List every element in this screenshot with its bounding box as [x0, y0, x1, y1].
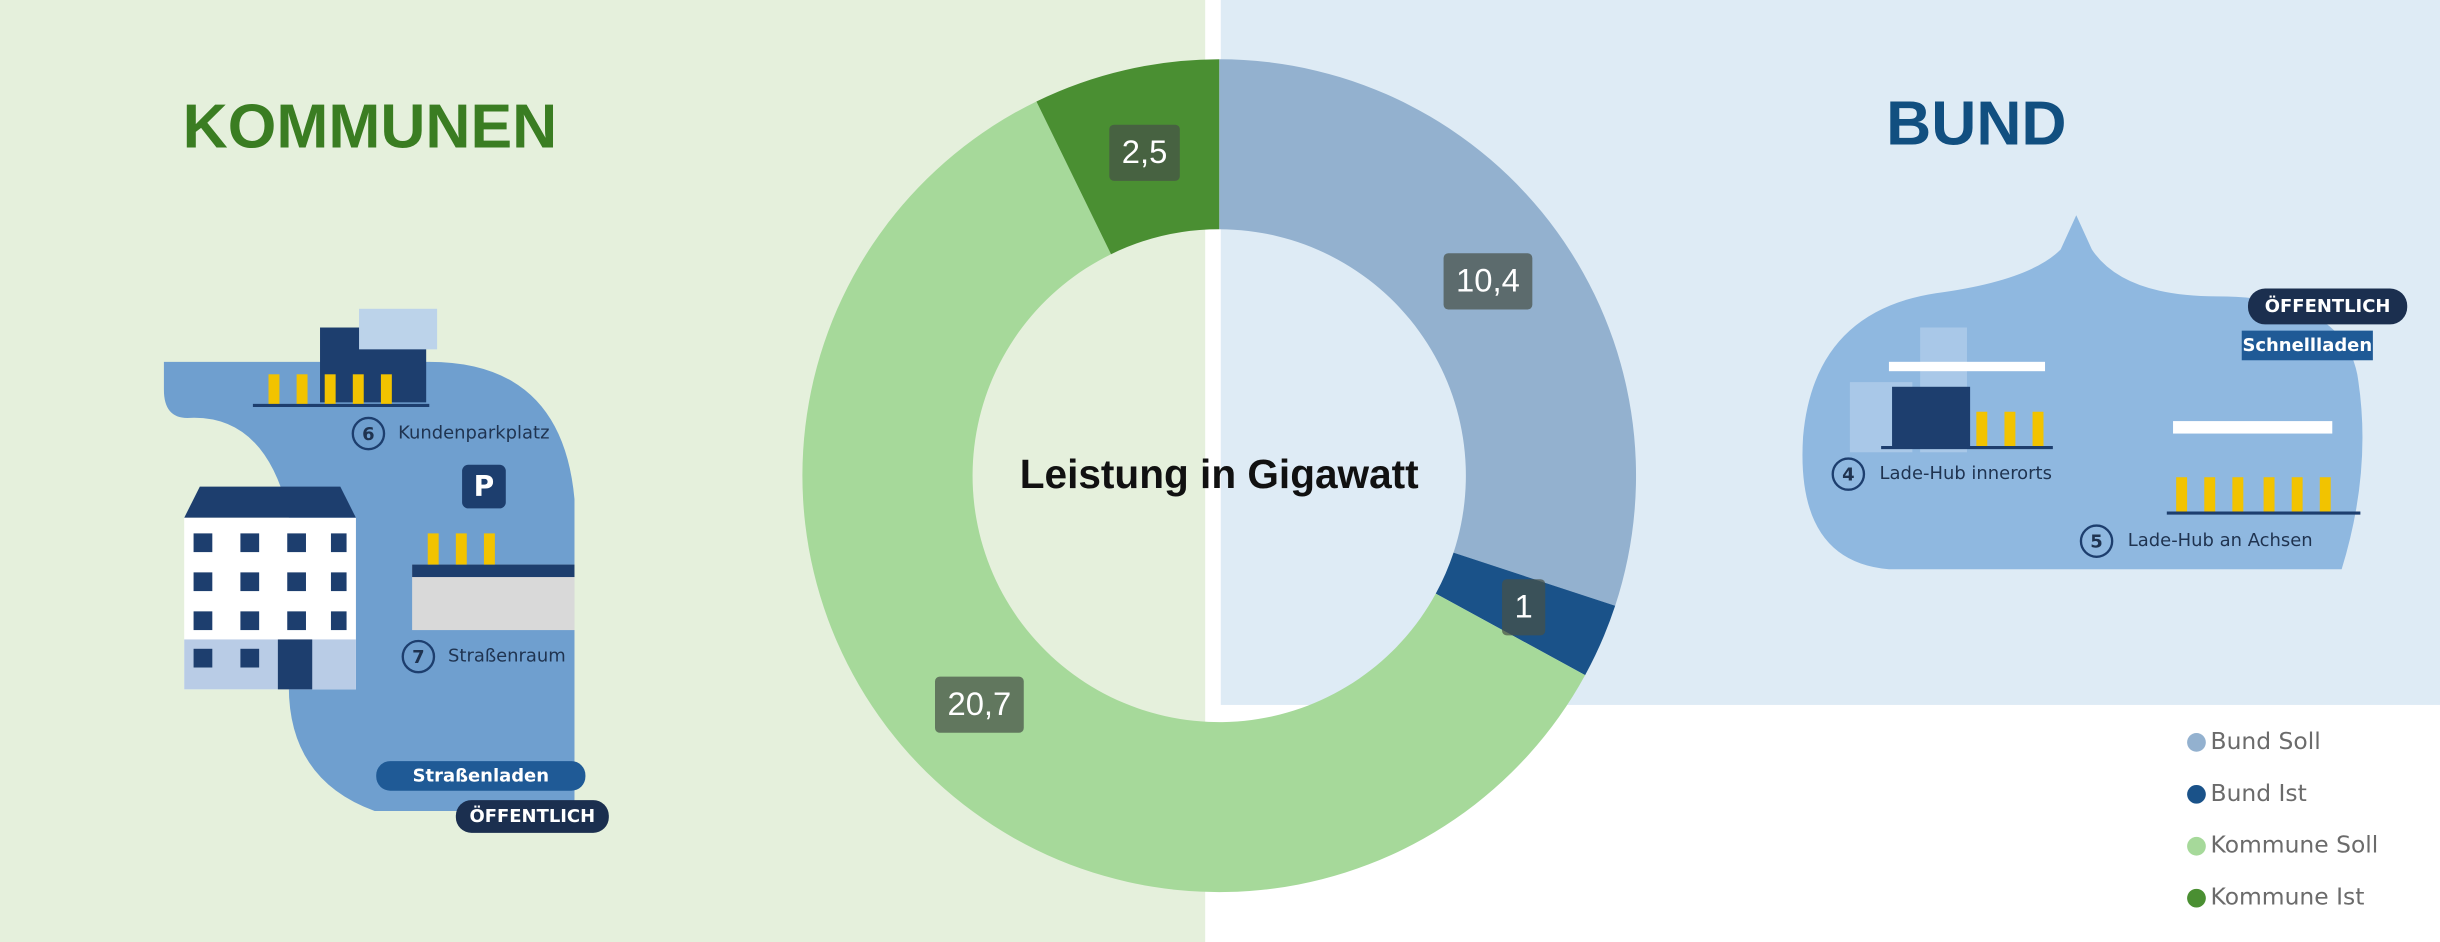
data-label: 10,4 — [1456, 262, 1520, 299]
donut-segment — [1219, 59, 1637, 606]
donut: 10,4 1 20,7 2,5 — [802, 59, 1637, 893]
marker-number: 7 — [412, 647, 424, 668]
legend-label: Kommune Ist — [2211, 883, 2365, 911]
right-heading: BUND — [1886, 89, 2066, 158]
illustration-label: Lade-Hub innerorts — [1880, 463, 2052, 484]
badge: ÖFFENTLICH — [470, 805, 596, 827]
chart-title: Leistung in Gigawatt — [1020, 451, 1419, 497]
badge: Schnellladen — [2242, 335, 2372, 356]
legend-swatch — [2187, 888, 2206, 908]
left-illustration: P — [163, 308, 609, 833]
marker-number: 4 — [1842, 465, 1854, 486]
badge: ÖFFENTLICH — [2265, 295, 2391, 317]
legend-swatch — [2187, 733, 2206, 752]
data-label-box — [1109, 124, 1180, 181]
legend-label: Bund Soll — [2211, 727, 2321, 755]
legend-swatch — [2187, 836, 2206, 856]
data-label: 1 — [1515, 588, 1533, 625]
right-illustration — [1802, 215, 2408, 570]
data-label-box — [1502, 579, 1546, 636]
data-label: 2,5 — [1122, 133, 1168, 170]
marker-number: 5 — [2090, 532, 2102, 553]
illustration-label: Kundenparkplatz — [398, 423, 549, 444]
legend-label: Bund Ist — [2211, 779, 2307, 807]
data-label-box — [1443, 253, 1533, 310]
data-label-box — [935, 676, 1024, 733]
data-label: 20,7 — [947, 685, 1011, 722]
illustration-label: Straßenraum — [448, 646, 566, 667]
badge: Straßenladen — [413, 766, 549, 787]
marker-number: 6 — [362, 424, 374, 445]
svg-text:P: P — [474, 470, 495, 503]
legend-swatch — [2187, 784, 2206, 804]
left-heading: KOMMUNEN — [183, 93, 558, 162]
legend-label: Kommune Soll — [2211, 831, 2379, 859]
illustration-label: Lade-Hub an Achsen — [2128, 530, 2313, 551]
